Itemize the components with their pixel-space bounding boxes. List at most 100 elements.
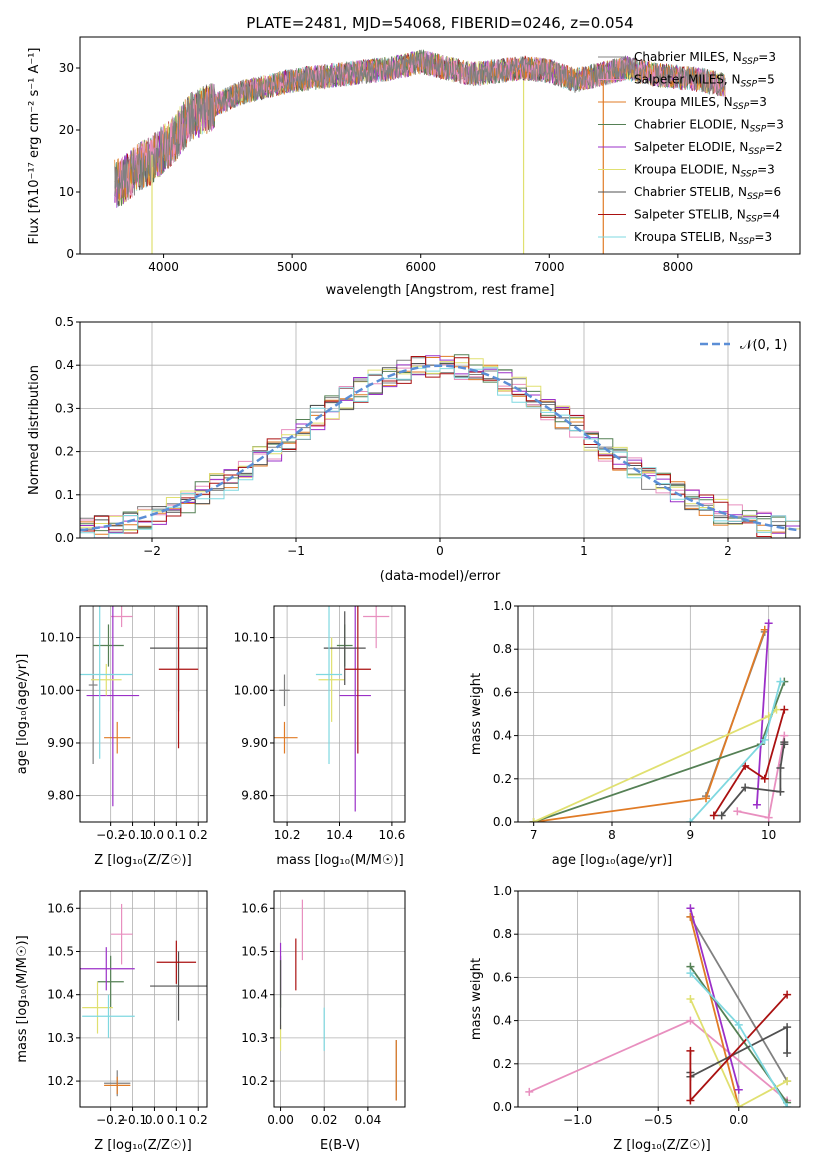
mass-vs-extinction-panel: 0.00 0.02 0.04 10.2 10.3 10.4 10.5 10.6 E(B-V) — [241, 890, 406, 1153]
x-tick-label: 0.0 — [145, 828, 164, 842]
y-tick-label: 0.0 — [493, 1100, 512, 1114]
weight-marker — [702, 794, 710, 803]
x-tick-label: 7 — [530, 828, 538, 842]
y-tick-label: 0.8 — [493, 642, 512, 656]
weight-series-5 — [529, 705, 781, 822]
x-tick-label: 0.2 — [189, 1113, 208, 1127]
errorbar-point — [315, 606, 343, 765]
weight-marker — [783, 1023, 792, 1032]
weight-line — [713, 709, 786, 816]
y-tick-label: 9.80 — [47, 789, 74, 803]
residual-histogram-panel: −2 −1 0 1 2 0.0 0.1 0.2 0.3 0.4 0.5 𝒩(0, 1) (data-mo… — [27, 315, 801, 584]
y-tick-label: 9.90 — [241, 736, 268, 750]
weight-marker — [752, 800, 761, 809]
y-tick-label: 0.6 — [493, 685, 512, 699]
x-tick-label: −0.1 — [118, 828, 147, 842]
mass-weight-vs-age-panel: 7 8 9 10 0.0 0.2 0.4 0.6 0.8 1.0 age [log₁₀(age/yr… — [469, 599, 801, 868]
weight-marker — [772, 705, 781, 714]
errorbar-point — [110, 903, 133, 965]
weight-series-6 — [717, 738, 789, 820]
histogram-series-4 — [80, 355, 800, 534]
weight-marker — [686, 1016, 695, 1025]
weight-marker — [760, 735, 769, 744]
weight-line — [689, 916, 788, 1082]
weight-marker — [733, 807, 742, 816]
y-tick-label: 10.6 — [241, 901, 268, 915]
weight-marker — [734, 1020, 743, 1029]
y-tick-label: 0.3 — [55, 401, 74, 415]
weight-marker — [529, 818, 538, 822]
weight-marker — [686, 904, 695, 913]
x-tick-label: −0.2 — [96, 828, 125, 842]
y-tick-label: 0.6 — [493, 970, 512, 984]
plot-area — [80, 354, 800, 538]
x-tick-label: 10.4 — [326, 828, 353, 842]
errorbar-point — [339, 606, 371, 812]
errorbar-point — [150, 951, 207, 1021]
y-axis-label: Normed distribution — [27, 365, 42, 495]
y-axis-label: mass weight — [469, 673, 484, 755]
weight-series-7 — [709, 705, 789, 820]
legend-label: Salpeter MILES, NSSP=5 — [634, 73, 775, 90]
errorbar-point — [363, 606, 390, 649]
y-tick-label: 1.0 — [493, 884, 512, 898]
errorbar-point — [344, 606, 371, 754]
x-tick-label: 10 — [761, 828, 776, 842]
errorbar-point — [93, 624, 124, 667]
mass-vs-metallicity-panel: −0.2−0.10.0 0.1 0.2 10.2 10.3 10.4 10.5 10.6 Z [… — [15, 890, 208, 1153]
weight-marker — [760, 774, 769, 783]
y-tick-label: 10.00 — [40, 683, 74, 697]
weight-marker — [734, 1085, 743, 1094]
weight-marker — [686, 1096, 695, 1105]
y-tick-label: 0.0 — [493, 815, 512, 829]
errorbar-point — [158, 606, 199, 749]
y-axis-label: age [log₁₀(age/yr)] — [15, 654, 30, 775]
axes-frame — [79, 605, 208, 823]
x-axis-label: E(B-V) — [320, 1138, 360, 1153]
y-tick-label: 10.2 — [241, 1074, 268, 1088]
errorbar-point — [110, 606, 133, 628]
weight-series-8 — [686, 677, 785, 822]
histogram-series-8 — [80, 367, 800, 538]
x-tick-label: −0.1 — [118, 1113, 147, 1127]
y-tick-label: 20 — [59, 123, 74, 137]
histogram-series-5 — [80, 358, 800, 538]
legend-label: Chabrier MILES, NSSP=3 — [634, 50, 776, 67]
weight-marker — [776, 677, 785, 686]
x-axis-label: Z [log₁₀(Z/Z☉)] — [94, 853, 191, 868]
x-tick-label: 0 — [436, 544, 444, 558]
weight-marker — [734, 1103, 743, 1107]
weight-marker — [686, 818, 695, 822]
x-axis-label: Z [log₁₀(Z/Z☉)] — [613, 1138, 710, 1153]
x-tick-label: 0.0 — [145, 1113, 164, 1127]
weight-series-2 — [686, 912, 743, 1107]
weight-marker — [741, 761, 750, 770]
legend: Chabrier MILES, NSSP=3 Salpeter MILES, NS… — [598, 50, 784, 247]
weight-marker — [525, 1087, 534, 1096]
errorbar-point — [88, 606, 98, 765]
y-tick-label: 9.90 — [47, 736, 74, 750]
y-tick-label: 10.00 — [234, 683, 268, 697]
y-tick-label: 0 — [66, 247, 74, 261]
plot-area — [279, 899, 397, 1101]
x-tick-label: 0.04 — [355, 1113, 382, 1127]
weight-marker — [717, 811, 726, 820]
axes-frame — [273, 605, 406, 823]
spectrum-panel: 4000 5000 6000 7000 8000 0 10 20 30 wavelength [A… — [27, 36, 801, 298]
y-tick-label: 10.5 — [47, 944, 74, 958]
x-axis-label: (data-model)/error — [380, 569, 501, 584]
weight-marker — [783, 1077, 792, 1086]
plot-area — [114, 49, 726, 254]
x-tick-label: 0.2 — [189, 828, 208, 842]
weight-marker — [764, 813, 773, 822]
errorbar-point — [104, 1076, 131, 1095]
legend-label: Salpeter ELODIE, NSSP=2 — [634, 140, 783, 157]
errorbar-point — [86, 606, 140, 807]
weight-marker — [686, 969, 695, 978]
y-tick-label: 10.3 — [241, 1031, 268, 1045]
legend-label: Kroupa ELODIE, NSSP=3 — [634, 163, 775, 180]
axes-frame — [79, 36, 801, 255]
x-tick-label: 1 — [580, 544, 588, 558]
weight-series-8 — [686, 969, 792, 1107]
